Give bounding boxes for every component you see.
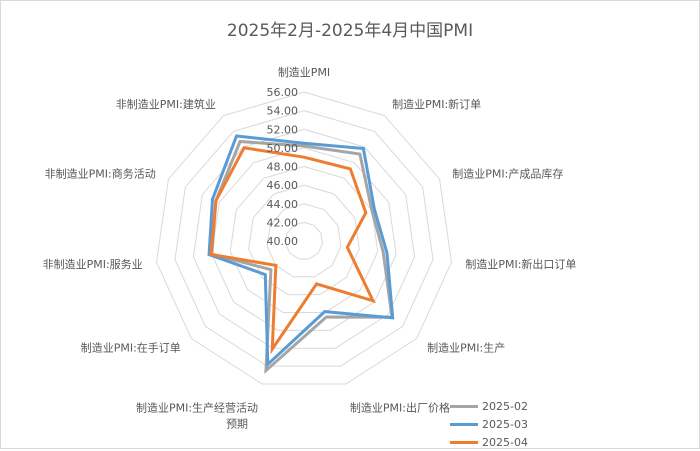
legend-item: 2025-04 bbox=[450, 433, 528, 451]
grid-ring bbox=[174, 110, 434, 367]
legend-swatch bbox=[450, 440, 478, 444]
axis-label: 制造业PMI:新出口订单 bbox=[465, 257, 576, 271]
legend-swatch bbox=[450, 422, 478, 426]
axis-label: 制造业PMI:出厂价格 bbox=[350, 400, 450, 414]
series-line-2025-04 bbox=[209, 146, 376, 355]
tick-label: 44.00 bbox=[267, 198, 299, 211]
legend-swatch bbox=[450, 404, 478, 408]
tick-label: 40.00 bbox=[267, 235, 299, 248]
legend-label: 2025-03 bbox=[482, 417, 528, 431]
series-line-2025-02 bbox=[210, 139, 394, 375]
grid-ring bbox=[248, 184, 360, 296]
axis-label: 制造业PMI:生产 bbox=[427, 341, 505, 355]
tick-label: 42.00 bbox=[267, 216, 299, 229]
chart-title: 2025年2月-2025年4月中国PMI bbox=[226, 21, 474, 41]
tick-label: 56.00 bbox=[267, 86, 299, 99]
grid-ring bbox=[266, 203, 342, 278]
grid-ring bbox=[192, 128, 416, 349]
tick-label: 52.00 bbox=[267, 123, 299, 136]
legend-label: 2025-02 bbox=[482, 399, 528, 413]
grid-ring bbox=[156, 91, 452, 385]
chart-legend: 2025-02 2025-03 2025-04 bbox=[450, 397, 528, 451]
legend-item: 2025-03 bbox=[450, 415, 528, 433]
radar-axis-labels: 制造业PMI 制造业PMI:新订单制造业PMI:产成品库存制造业PMI:新出口订单… bbox=[43, 65, 577, 430]
radar-grid bbox=[156, 91, 452, 385]
radar-series bbox=[207, 134, 395, 375]
grid-ring bbox=[229, 165, 379, 313]
series-line-2025-03 bbox=[207, 134, 395, 368]
axis-label: 制造业PMI:新订单 bbox=[392, 97, 481, 111]
radar-tick-labels: 40.00 42.00 44.00 46.00 48.00 50.00 52.00 54.00… bbox=[267, 86, 299, 248]
tick-label: 46.00 bbox=[267, 179, 299, 192]
axis-label: 非制造业PMI:商务活动 bbox=[45, 166, 156, 180]
tick-label: 50.00 bbox=[267, 142, 299, 155]
axis-label: 非制造业PMI:服务业 bbox=[43, 257, 143, 271]
axis-label: 制造业PMI bbox=[278, 65, 330, 79]
grid-ring bbox=[285, 221, 323, 260]
axis-label: 非制造业PMI:建筑业 bbox=[116, 97, 216, 111]
tick-label: 54.00 bbox=[267, 105, 299, 118]
axis-label: 制造业PMI:在手订单 bbox=[81, 341, 181, 355]
axis-label: 制造业PMI:产成品库存 bbox=[452, 166, 563, 180]
legend-label: 2025-04 bbox=[482, 435, 528, 449]
tick-label: 48.00 bbox=[267, 161, 299, 174]
legend-item: 2025-02 bbox=[450, 397, 528, 415]
axis-label: 制造业PMI:生产经营活动预期 bbox=[136, 400, 258, 430]
